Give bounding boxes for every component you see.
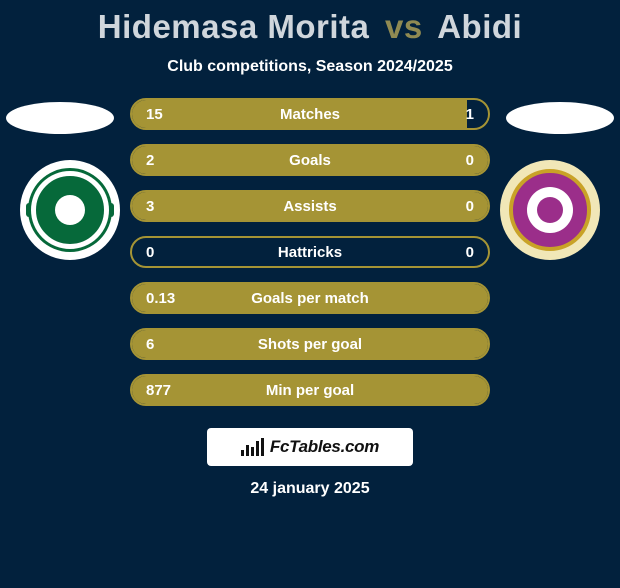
- stat-right-value: 1: [418, 106, 488, 123]
- club-crest-sporting: [20, 160, 120, 260]
- stat-left-value: 15: [132, 106, 202, 123]
- stat-row: 2Goals0: [130, 144, 490, 176]
- stat-row: 0Hattricks0: [130, 236, 490, 268]
- vs-separator: vs: [385, 8, 423, 45]
- player2-name: Abidi: [437, 8, 522, 45]
- stat-row: 6Shots per goal: [130, 328, 490, 360]
- stat-row: 0.13Goals per match: [130, 282, 490, 314]
- stat-left-value: 0.13: [132, 290, 202, 307]
- stat-label: Hattricks: [202, 244, 418, 261]
- stat-left-value: 877: [132, 382, 202, 399]
- player1-name: Hidemasa Morita: [98, 8, 370, 45]
- stat-right-value: 0: [418, 198, 488, 215]
- player2-oval-icon: [506, 102, 614, 134]
- club-crest-nacional: [500, 160, 600, 260]
- stat-left-value: 6: [132, 336, 202, 353]
- stat-label: Matches: [202, 106, 418, 123]
- stat-right-value: 0: [418, 244, 488, 261]
- logo-text: FcTables.com: [270, 437, 379, 457]
- stat-label: Assists: [202, 198, 418, 215]
- stat-left-value: 0: [132, 244, 202, 261]
- stat-left-value: 2: [132, 152, 202, 169]
- stat-row: 877Min per goal: [130, 374, 490, 406]
- fctables-logo: FcTables.com: [207, 428, 413, 466]
- stat-label: Goals per match: [202, 290, 418, 307]
- player1-oval-icon: [6, 102, 114, 134]
- stat-label: Goals: [202, 152, 418, 169]
- logo-bars-icon: [241, 438, 264, 456]
- stat-row: 3Assists0: [130, 190, 490, 222]
- stat-row: 15Matches1: [130, 98, 490, 130]
- stat-right-value: 0: [418, 152, 488, 169]
- stat-label: Shots per goal: [202, 336, 418, 353]
- snapshot-date: 24 january 2025: [0, 480, 620, 498]
- stats-rows: 15Matches12Goals03Assists00Hattricks00.1…: [130, 98, 490, 406]
- stat-left-value: 3: [132, 198, 202, 215]
- page-title: Hidemasa Morita vs Abidi: [0, 8, 620, 46]
- stat-label: Min per goal: [202, 382, 418, 399]
- comparison-arena: 15Matches12Goals03Assists00Hattricks00.1…: [0, 98, 620, 406]
- subtitle: Club competitions, Season 2024/2025: [0, 58, 620, 76]
